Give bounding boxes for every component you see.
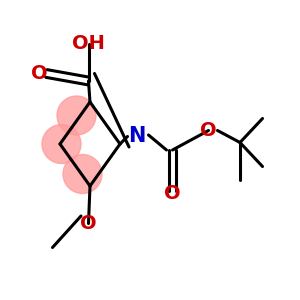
Text: OH: OH bbox=[72, 34, 105, 53]
Text: O: O bbox=[164, 184, 181, 203]
Circle shape bbox=[63, 154, 102, 194]
Circle shape bbox=[42, 124, 81, 164]
Circle shape bbox=[57, 96, 96, 135]
Text: O: O bbox=[200, 121, 217, 140]
Text: O: O bbox=[80, 214, 97, 233]
Text: O: O bbox=[31, 64, 47, 83]
Text: N: N bbox=[128, 127, 145, 146]
